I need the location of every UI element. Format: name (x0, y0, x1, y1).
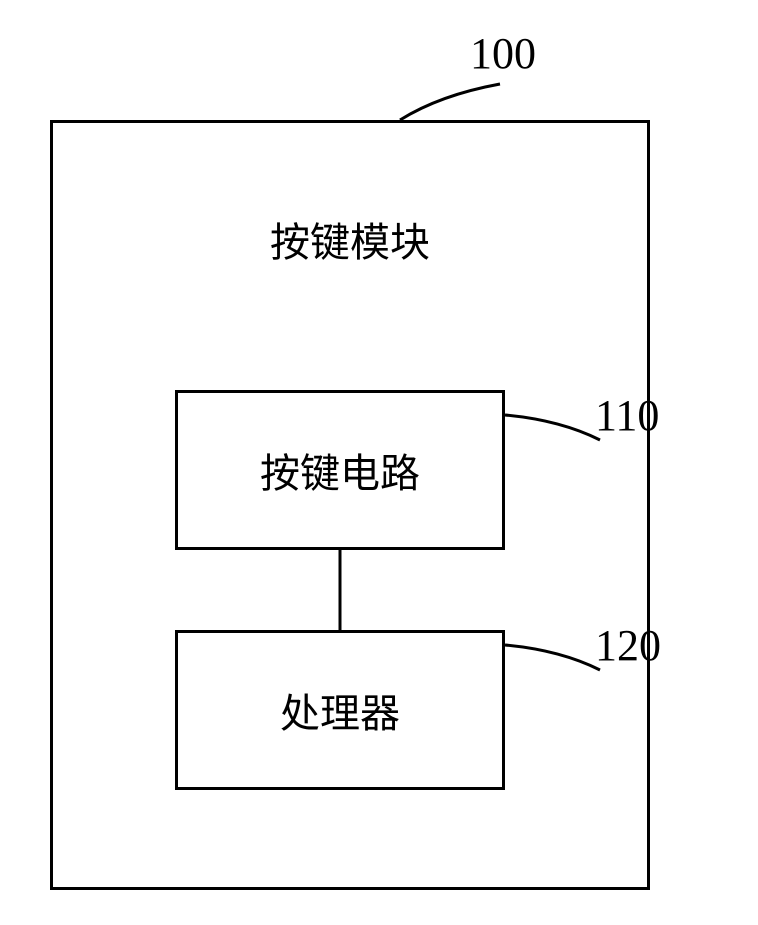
outer-module-ref-label: 100 (470, 28, 536, 79)
node-key-circuit-label: 按键电路 (260, 441, 420, 499)
outer-module-title: 按键模块 (270, 210, 430, 268)
node-processor-label: 处理器 (280, 681, 400, 739)
leader-100 (400, 84, 500, 120)
diagram-canvas: 按键模块 100 按键电路 110 处理器 120 (0, 0, 758, 925)
node-processor-ref-label: 120 (595, 620, 661, 671)
node-key-circuit-ref-label: 110 (595, 390, 659, 441)
node-processor: 处理器 (175, 630, 505, 790)
node-key-circuit: 按键电路 (175, 390, 505, 550)
